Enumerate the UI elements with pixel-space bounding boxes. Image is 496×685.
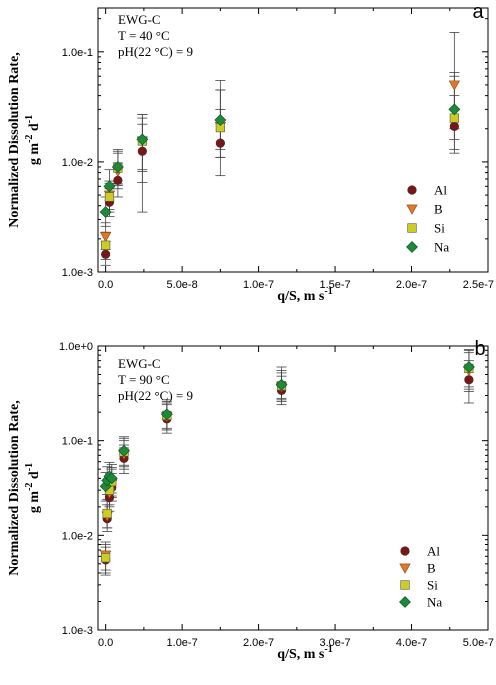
annotation-text: T = 90 °C <box>118 372 170 387</box>
y-tick-label: 1.0e+0 <box>59 341 93 353</box>
data-point-Al <box>113 175 123 185</box>
annotation-text: pH(22 °C) = 9 <box>118 44 193 59</box>
x-axis-title-sup: -1 <box>324 286 332 297</box>
y-axis-title-line1: Normalized Dissolution Rate, <box>7 400 22 575</box>
legend: Al B Si Na <box>399 544 442 610</box>
legend-marker-B <box>399 563 411 574</box>
legend-marker-Al <box>407 185 417 195</box>
data-point-Na <box>111 161 124 173</box>
series-B <box>100 80 460 243</box>
series-Al <box>101 121 459 259</box>
y-axis-title-unit2: d <box>27 471 42 483</box>
data-point-Al <box>449 121 459 132</box>
legend-label-Na: Na <box>434 240 449 255</box>
y-tick-label: 1.0e-2 <box>62 530 93 542</box>
y-tick-label: 1.0e-1 <box>62 47 93 59</box>
data-point-Na <box>99 206 112 219</box>
plot-frame <box>97 7 489 273</box>
y-axis-title-unit: g m <box>27 491 42 514</box>
y-tick-label: 1.0e-2 <box>62 157 93 169</box>
annotation-text: EWG-C <box>118 356 161 371</box>
x-axis-title: q/S, m s-1 <box>277 286 332 304</box>
y-axis-title-sup2: -1 <box>24 463 35 471</box>
x-tick-label: 1.0e-7 <box>243 279 274 291</box>
x-tick-label: 1.0e-7 <box>167 637 198 649</box>
data-point-Na <box>105 472 118 485</box>
y-axis-title-sup1: -2 <box>24 483 35 491</box>
x-tick-label: 0.0 <box>98 279 113 291</box>
series-Si <box>101 113 459 250</box>
data-point-Al <box>101 249 111 259</box>
legend-label-Al: Al <box>427 544 440 559</box>
x-tick-label: 0.0 <box>98 637 113 649</box>
legend-label-B: B <box>427 561 436 576</box>
data-point-Si <box>102 508 112 519</box>
legend-label-B: B <box>434 202 443 217</box>
y-axis-title-unit: g m <box>27 143 42 166</box>
x-axis-title: q/S, m s-1 <box>277 644 332 662</box>
data-point-B <box>100 232 112 243</box>
y-axis-title-sup1: -2 <box>24 135 35 143</box>
data-point-Na <box>214 114 227 126</box>
data-point-Si <box>104 192 115 202</box>
data-point-Na <box>448 103 461 116</box>
x-tick-label: 2.0e-7 <box>243 637 274 649</box>
x-axis-title-main: q/S, m s <box>277 647 325 662</box>
panel-label: b <box>474 338 485 360</box>
legend-label-Na: Na <box>427 595 442 610</box>
x-tick-label: 2.0e-7 <box>396 279 427 291</box>
legend-label-Si: Si <box>434 221 445 236</box>
legend-marker-Si <box>400 580 410 590</box>
error-bars <box>100 32 460 266</box>
x-tick-label: 3.0e-7 <box>319 637 350 649</box>
data-point-Na <box>118 444 130 457</box>
data-point-Na <box>275 378 288 391</box>
series-Na <box>99 361 475 493</box>
legend-marker-Si <box>407 223 417 233</box>
legend-marker-Al <box>400 546 410 556</box>
y-tick-label: 1.0e-3 <box>62 267 93 279</box>
data-point-Na <box>136 133 149 146</box>
panel-label: a <box>472 1 484 23</box>
data-point-Si <box>101 553 111 563</box>
data-point-Al <box>464 375 474 385</box>
y-axis-title-line2: g m-2 d-1 <box>24 463 42 513</box>
annotation-text: T = 40 °C <box>118 28 170 43</box>
legend-marker-B <box>406 204 418 215</box>
data-point-Al <box>137 146 147 156</box>
x-axis-title-sup: -1 <box>324 644 332 655</box>
plot-frame <box>97 345 489 631</box>
x-axis-title-main: q/S, m s <box>277 289 325 304</box>
legend-label-Al: Al <box>434 183 447 198</box>
legend: Al B Si Na <box>406 183 449 255</box>
x-tick-label: 4.0e-7 <box>396 637 427 649</box>
data-point-Al <box>215 138 225 148</box>
y-axis-title-unit2: d <box>27 123 42 135</box>
data-point-Si <box>101 240 111 250</box>
data-point-Na <box>103 180 116 193</box>
series-Na <box>99 103 461 219</box>
x-tick-label: 2.5e-7 <box>463 279 494 291</box>
x-tick-label: 5.0e-7 <box>463 637 494 649</box>
x-tick-label: 1.5e-7 <box>319 279 350 291</box>
legend-label-Si: Si <box>427 578 438 593</box>
x-tick-label: 5.0e-8 <box>167 279 198 291</box>
chart-panel-a: a 0.0 5.0e-8 1.0e-7 1.5e-7 2.0e-7 2.5e-7 1.0e-3… <box>7 1 494 304</box>
legend-marker-Na <box>406 241 418 253</box>
legend-marker-Na <box>399 596 411 608</box>
chart-panel-b: b 0.0 1.0e-7 2.0e-7 3.0e-7 4.0e-7 5.0e-7 1.0e-3… <box>7 338 494 662</box>
y-axis-title-line2: g m-2 d-1 <box>24 115 42 165</box>
annotation-text: pH(22 °C) = 9 <box>118 388 193 403</box>
annotation-text: EWG-C <box>118 12 161 27</box>
data-point-B <box>448 80 460 91</box>
y-axis-title-line1: Normalized Dissolution Rate, <box>7 52 22 227</box>
data-point-Na <box>462 361 475 373</box>
series-Al <box>101 375 474 565</box>
y-axis-title-sup2: -1 <box>24 115 35 123</box>
y-tick-label: 1.0e-1 <box>62 436 93 448</box>
data-point-Na <box>160 408 173 421</box>
y-tick-label: 1.0e-3 <box>62 625 93 637</box>
